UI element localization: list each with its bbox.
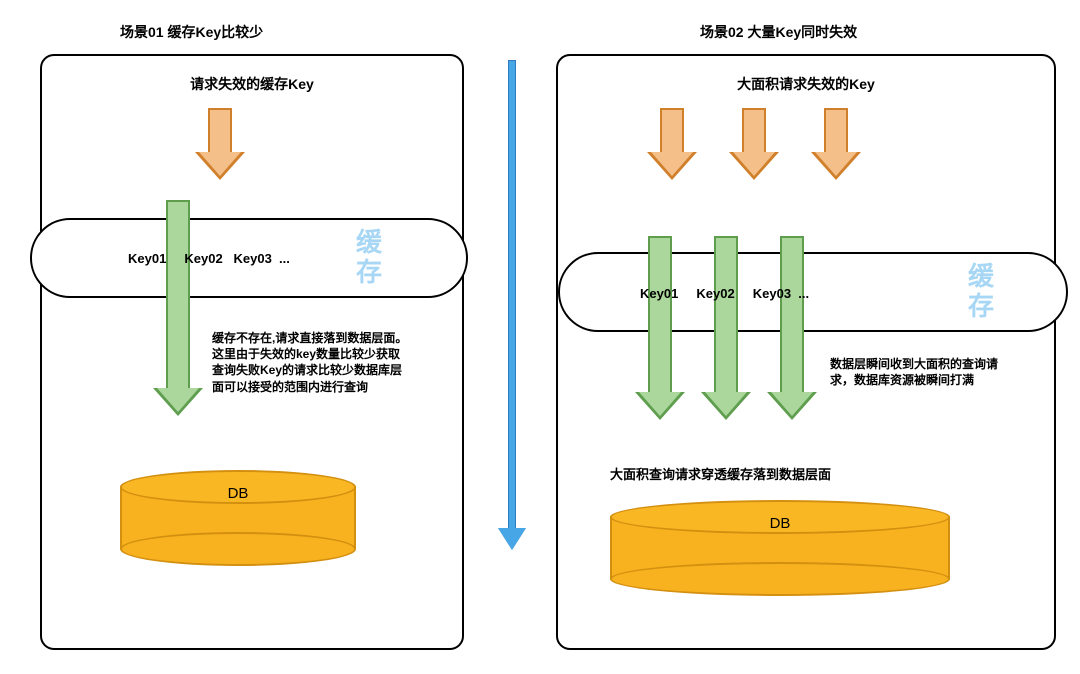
scenario-title: 场景02 大量Key同时失效 [700, 22, 857, 42]
db-label: DB [120, 485, 356, 502]
description-text: 缓存不存在,请求直接落到数据层面。 这里由于失效的key数量比较少获取 查询失败… [212, 330, 407, 395]
db-hit-arrow [767, 236, 817, 420]
cache-label: 缓 存 [356, 228, 382, 288]
db-cylinder: DB [610, 500, 950, 596]
request-arrow [811, 108, 861, 180]
scenario-subtitle: 请求失效的缓存Key [40, 74, 464, 94]
scenario-title: 场景01 缓存Key比较少 [120, 22, 263, 42]
db-hit-arrow [635, 236, 685, 420]
scenario-subtitle: 大面积请求失效的Key [556, 74, 1056, 94]
db-hit-arrow [153, 200, 203, 416]
db-cylinder: DB [120, 470, 356, 566]
description-text: 数据层瞬间收到大面积的查询请 求，数据库资源被瞬间打满 [830, 356, 998, 388]
request-arrow [195, 108, 245, 180]
cache-keys: Key01 Key02 Key03 ... [128, 251, 290, 266]
center-divider-arrow [492, 60, 532, 552]
db-hit-arrow [701, 236, 751, 420]
db-label: DB [610, 515, 950, 532]
cache-label: 缓 存 [968, 262, 994, 322]
cache-keys: Key01 Key02 Key03 ... [640, 286, 809, 301]
request-arrow [729, 108, 779, 180]
bottom-text: 大面积查询请求穿透缓存落到数据层面 [610, 466, 831, 484]
request-arrow [647, 108, 697, 180]
